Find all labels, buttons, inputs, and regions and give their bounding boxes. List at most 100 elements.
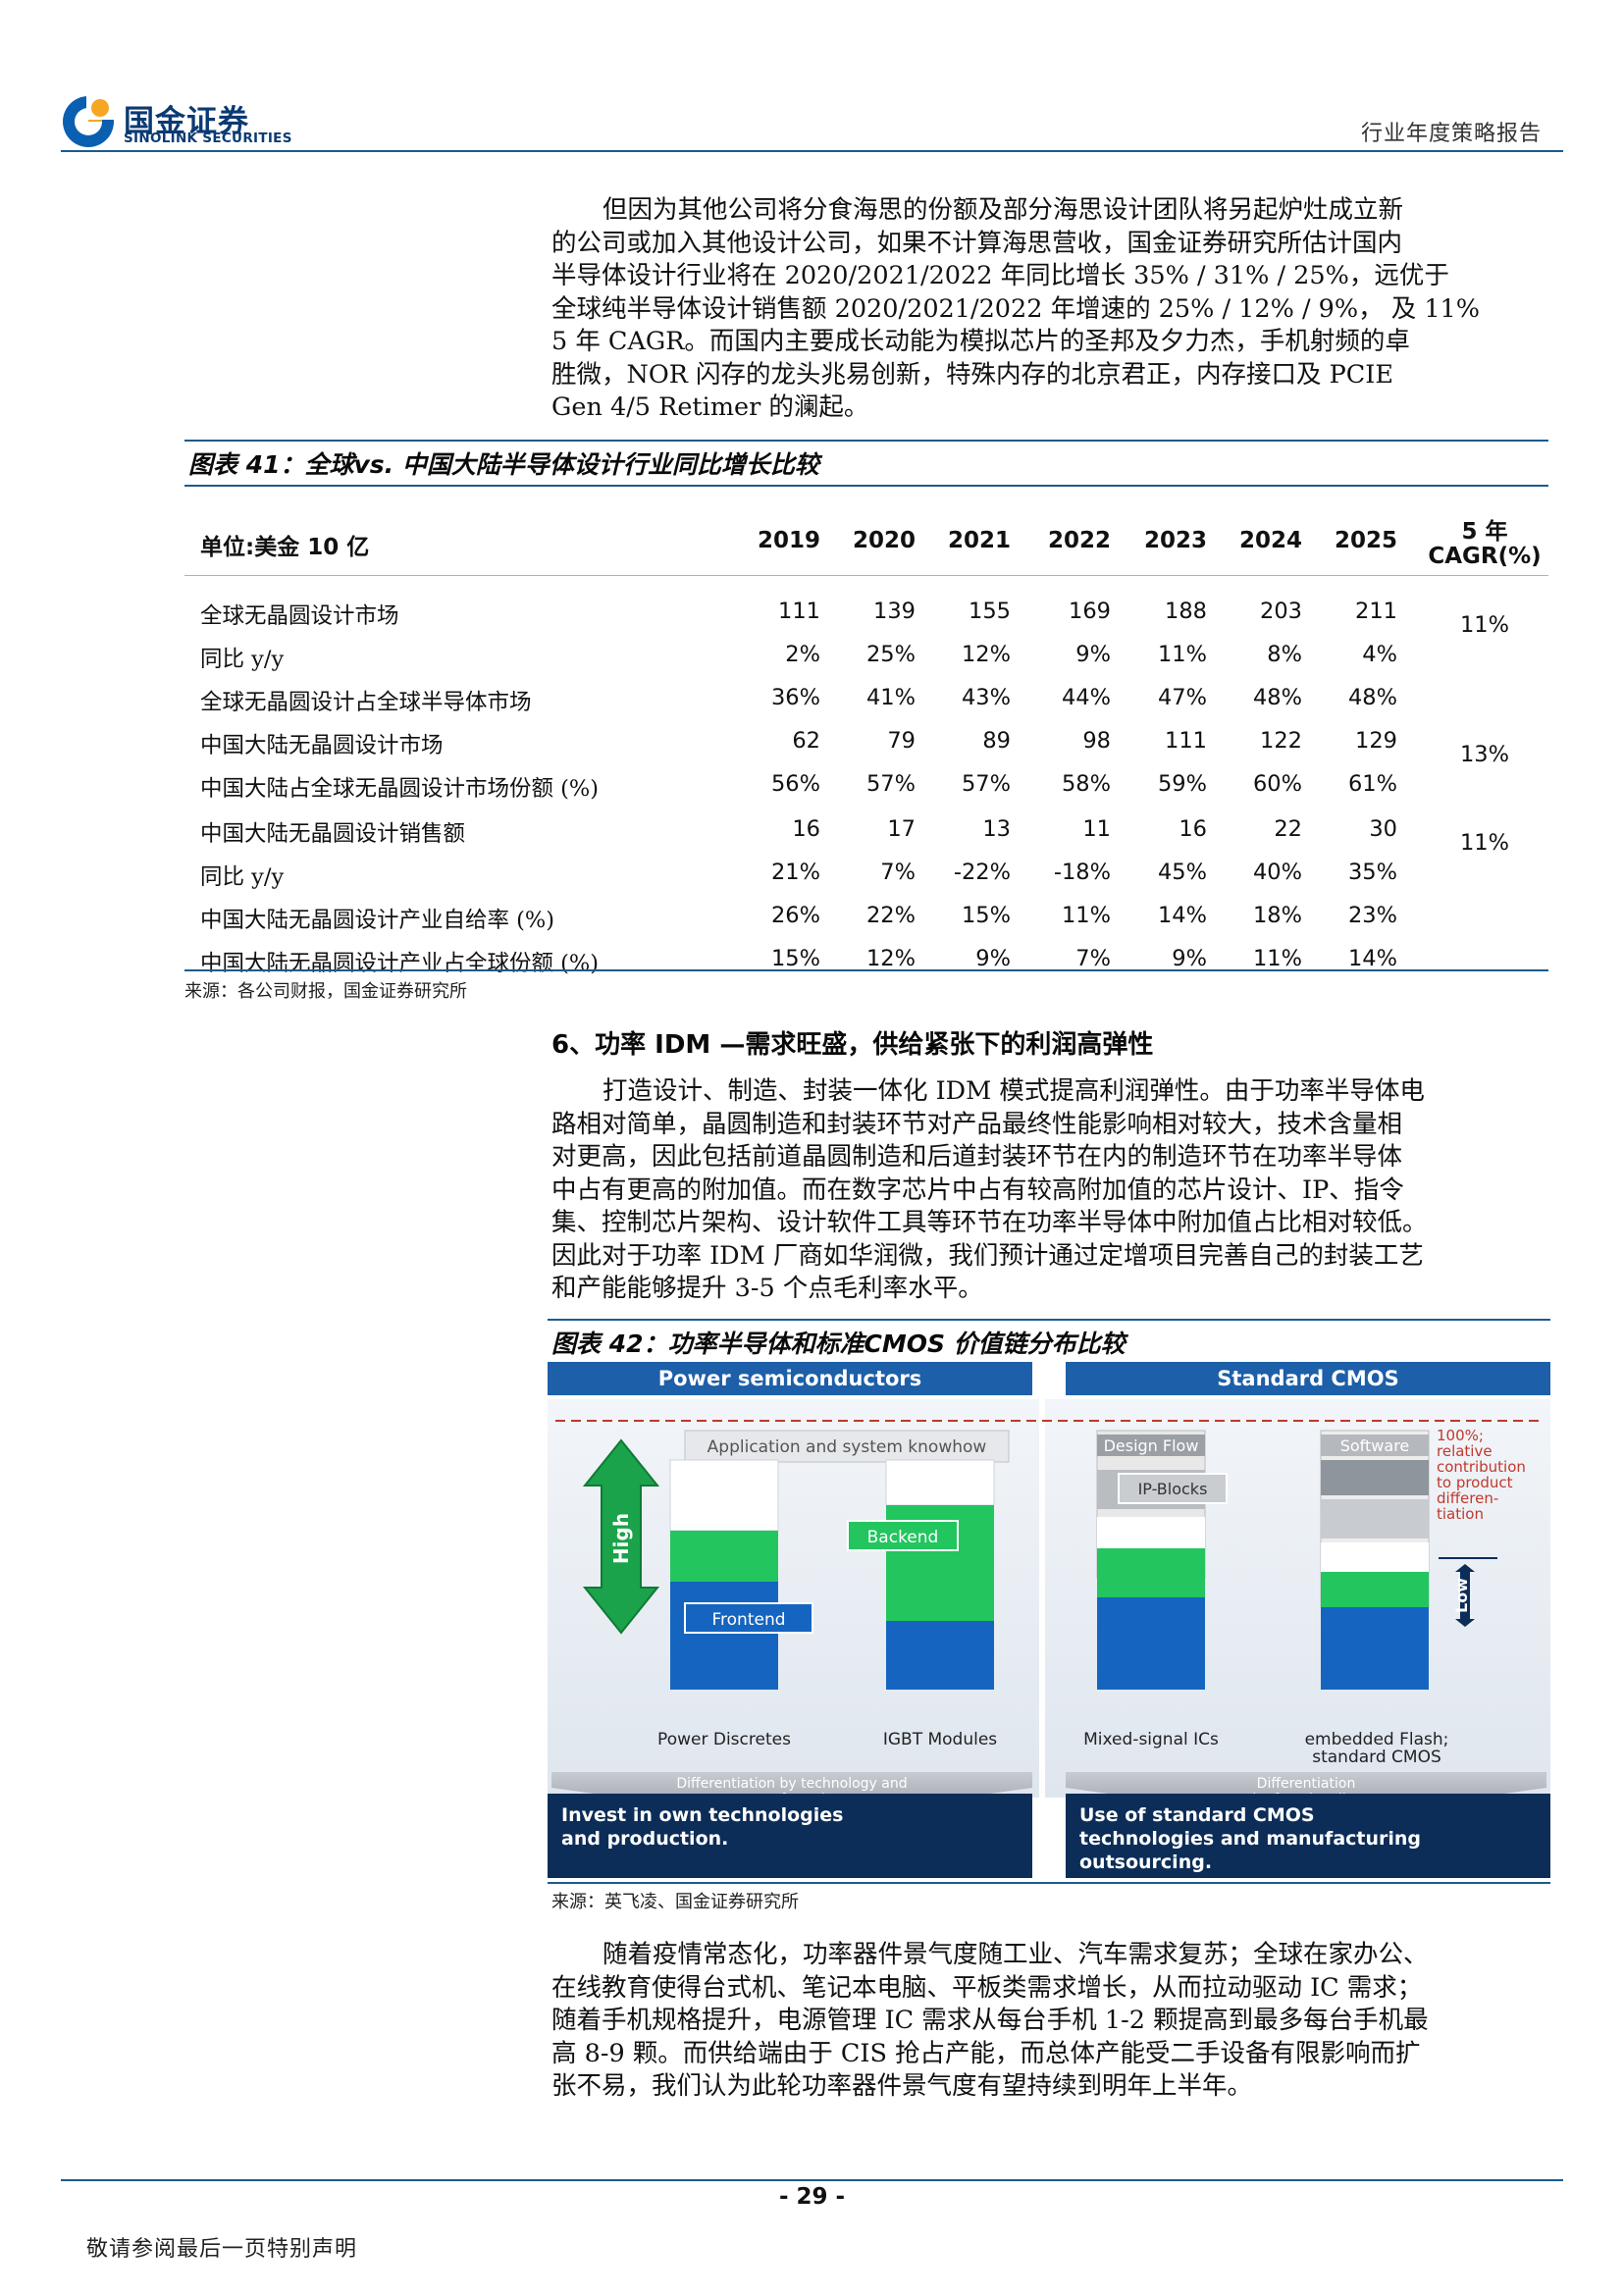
- table-cell: 17: [887, 816, 916, 842]
- table-cell: 139: [873, 599, 916, 624]
- row-label: 同比 y/y: [200, 864, 285, 890]
- text-line: 张不易，我们认为此轮功率器件景气度有望持续到明年上半年。: [551, 2071, 1253, 2101]
- figure41-title: 图表 41：全球vs. 中国大陆半导体设计行业同比增长比较: [188, 450, 819, 479]
- section6-paragraph: 打造设计、制造、封装一体化 IDM 模式提高利润弹性。由于功率半导体电 路相对简…: [551, 1075, 1572, 1306]
- bar-label: IGBT Modules: [883, 1730, 997, 1749]
- table-cell: 9%: [975, 946, 1011, 971]
- table-cell: -18%: [1053, 860, 1111, 885]
- table-row: 全球无晶圆设计市场 111 139 155 169 188 203 211: [184, 591, 1548, 634]
- design-flow-box: [1097, 1435, 1205, 1456]
- bar-label: embedded Flash;: [1305, 1730, 1449, 1749]
- table-cell: 7%: [1075, 946, 1111, 971]
- text-line: 半导体设计行业将在 2020/2021/2022 年同比增长 35% / 31%…: [551, 261, 1449, 290]
- table-cell: 89: [982, 728, 1011, 754]
- mixed-signal-frontend: [1097, 1597, 1205, 1690]
- table-cell: 35%: [1347, 860, 1397, 885]
- figure41-title-rule: [184, 485, 1548, 487]
- year-header: 2022: [1047, 528, 1111, 553]
- text-line: 打造设计、制造、封装一体化 IDM 模式提高利润弹性。由于功率半导体电: [602, 1076, 1425, 1106]
- table-cell: 22%: [865, 903, 916, 928]
- left-header-text: Power semiconductors: [658, 1367, 922, 1390]
- page-number: - 29 -: [778, 2184, 846, 2210]
- right-footer-box: [1066, 1794, 1550, 1878]
- power-discretes-backend: [670, 1531, 778, 1582]
- figure41-bottom-rule: [184, 969, 1548, 971]
- header-divider: [61, 150, 1563, 152]
- left-header-bar: [548, 1362, 1032, 1395]
- figure42-title: 图表 42：功率半导体和标准CMOS 价值链分布比较: [551, 1330, 1126, 1358]
- svg-text:contribution: contribution: [1437, 1458, 1526, 1476]
- footer-divider: [61, 2179, 1563, 2181]
- table-cell: 43%: [961, 685, 1011, 710]
- table-row: 中国大陆无晶圆设计市场 62 79 89 98 111 122 129: [184, 720, 1548, 763]
- text-line: 和产能能够提升 3-5 个点毛利率水平。: [551, 1274, 983, 1303]
- text-line: 全球纯半导体设计销售额 2020/2021/2022 年增速的 25% / 12…: [551, 293, 1480, 324]
- table-cell: 11%: [1157, 642, 1207, 667]
- row-label: 全球无晶圆设计市场: [200, 603, 399, 629]
- table-cell: 61%: [1347, 771, 1397, 797]
- table-cell: 59%: [1157, 771, 1207, 797]
- text-line: Gen 4/5 Retimer 的澜起。: [551, 392, 869, 422]
- power-discretes-frontend: [670, 1582, 778, 1690]
- table-cell: 188: [1165, 599, 1207, 624]
- table-cell: 111: [1165, 728, 1207, 754]
- figure42-source: 来源：英飞凌、国金证券研究所: [551, 1892, 799, 1912]
- table-cell: 23%: [1347, 903, 1397, 928]
- right-header-bar: [1066, 1362, 1550, 1395]
- table-cell: 203: [1260, 599, 1302, 624]
- intro-paragraph: 但因为其他公司将分食海思的份额及部分海思设计团队将另起炉灶成立新 的公司或加入其…: [551, 194, 1572, 425]
- cagr-header: 5 年: [1461, 519, 1508, 545]
- table-cell: 40%: [1252, 860, 1302, 885]
- table-cell: 58%: [1061, 771, 1111, 797]
- app-knowhow-box: [684, 1430, 1010, 1463]
- table-cell: 7%: [880, 860, 916, 885]
- table-cell: 26%: [770, 903, 820, 928]
- backend-box: [847, 1520, 959, 1551]
- figure41-top-rule: [184, 440, 1548, 442]
- row-label: 中国大陆占全球无晶圆设计市场份额 (%): [200, 776, 600, 802]
- table-cell: 13: [982, 816, 1011, 842]
- row-label: 同比 y/y: [200, 647, 285, 672]
- table-cell: 2%: [785, 642, 820, 667]
- low-arrow-icon: [1455, 1564, 1475, 1627]
- table-row: 中国大陆无晶圆设计产业占全球份额 (%) 15% 12% 9% 7% 9% 11% 14%: [184, 938, 1548, 981]
- high-label: High: [609, 1513, 633, 1564]
- table-cell: 14%: [1157, 903, 1207, 928]
- year-header: 2020: [852, 528, 916, 553]
- left-footer-text: Invest in own technologies: [561, 1804, 844, 1826]
- table-cell: 9%: [1172, 946, 1207, 971]
- table-cell: 36%: [770, 685, 820, 710]
- backend-label: Backend: [867, 1528, 939, 1547]
- year-header: 2023: [1143, 528, 1207, 553]
- logo-english-name: SINOLINK SECURITIES: [124, 130, 292, 146]
- disclaimer-note: 敬请参阅最后一页特别声明: [86, 2237, 358, 2262]
- mixed-signal-backend: [1097, 1548, 1205, 1597]
- table-cell: 169: [1069, 599, 1111, 624]
- frontend-box: [684, 1602, 813, 1634]
- table-cell: 98: [1082, 728, 1111, 754]
- table-cell: 45%: [1157, 860, 1207, 885]
- table-cell: 56%: [770, 771, 820, 797]
- table-cell: 11%: [1252, 946, 1302, 971]
- contribution-note: 100%; relative contribution to product d…: [1437, 1427, 1526, 1523]
- cagr-cell: 11%: [1459, 830, 1509, 856]
- unit-label: 单位:美金 10 亿: [200, 535, 370, 560]
- text-line: 高 8-9 颗。而供给端由于 CIS 抢占产能，而总体产能受二手设备有限影响而扩: [551, 2038, 1421, 2068]
- table-row: 中国大陆占全球无晶圆设计市场份额 (%) 56% 57% 57% 58% 59% 60% 61…: [184, 763, 1548, 807]
- table-cell: 22: [1274, 816, 1302, 842]
- table-cell: 57%: [865, 771, 916, 797]
- table-header-row: 单位:美金 10 亿 2019 2020 2021 2022 2023 2024…: [184, 498, 1548, 569]
- svg-text:tiation: tiation: [1437, 1505, 1484, 1523]
- table-cell: 16: [1179, 816, 1207, 842]
- table-row: 中国大陆无晶圆设计产业自给率 (%) 26% 22% 15% 11% 14% 18% 23%: [184, 895, 1548, 938]
- text-line: 集、控制芯片架构、设计软件工具等环节在功率半导体中附加值占比相对较低。: [551, 1208, 1428, 1237]
- table-cell: 155: [969, 599, 1011, 624]
- design-flow-label: Design Flow: [1104, 1436, 1199, 1455]
- igbt-frontend: [886, 1621, 994, 1690]
- year-header: 2019: [757, 528, 820, 553]
- table-cell: 12%: [865, 946, 916, 971]
- right-footer-text: technologies and manufacturing: [1079, 1828, 1421, 1850]
- table-cell: 11%: [1061, 903, 1111, 928]
- table-cell: 62: [792, 728, 820, 754]
- cagr-header: CAGR(%): [1428, 544, 1542, 569]
